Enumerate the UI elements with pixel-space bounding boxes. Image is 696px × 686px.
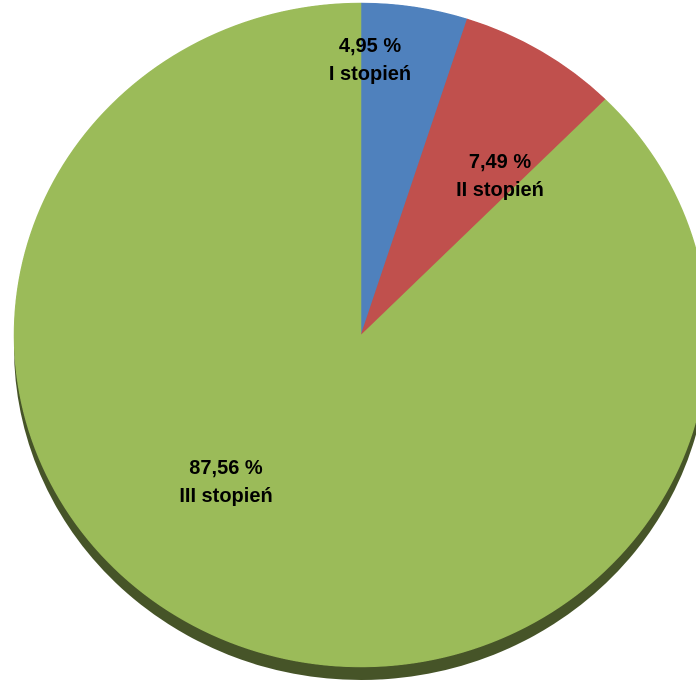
slice-category-label-3: III stopień xyxy=(179,485,272,507)
pie-slice-3 xyxy=(13,2,696,668)
slice-value-label-3: 87,56 % xyxy=(189,457,263,479)
slice-value-label-2: 7,49 % xyxy=(469,151,531,173)
slice-value-label-1: 4,95 % xyxy=(339,35,401,57)
pie-slice-2 xyxy=(360,18,606,336)
slice-category-label-1: I stopień xyxy=(329,63,411,85)
slice-category-label-2: II stopień xyxy=(456,179,544,201)
pie-slices-layer xyxy=(13,2,696,668)
pie-labels-layer: 4,95 % I stopień 7,49 % II stopień 87,56 % II… xyxy=(179,35,544,507)
